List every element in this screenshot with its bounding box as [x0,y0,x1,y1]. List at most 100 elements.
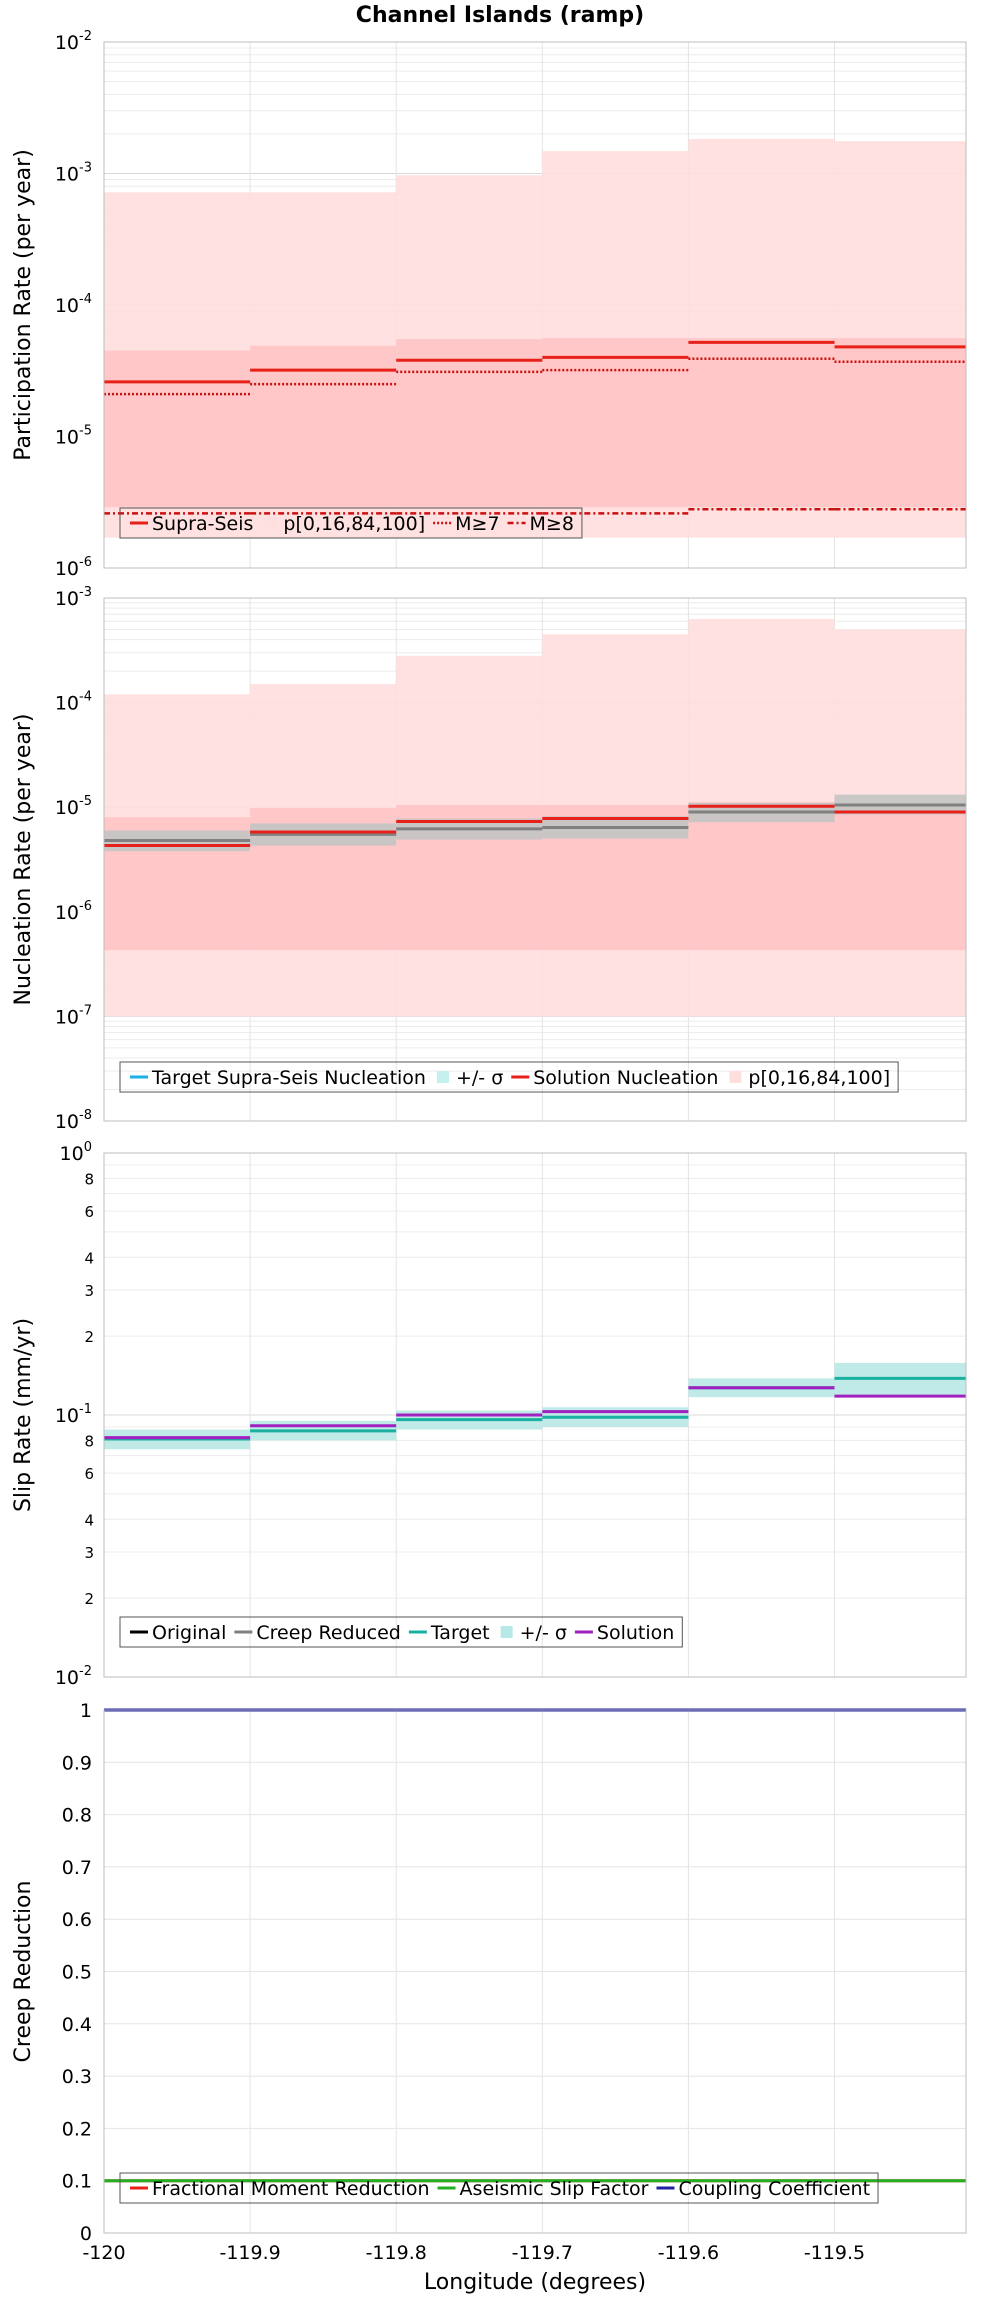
legend-swatch [500,1626,513,1638]
y-tick-label: 0.3 [62,2066,92,2088]
legend: Supra-Seis p[0,16,84,100] M≥7 M≥8 [119,507,583,539]
y-minor-tick-label: 2 [84,1328,94,1346]
series-m-7 [104,357,966,396]
y-axis-label: Slip Rate (mm/yr) [11,1318,36,1512]
grid [103,1709,966,2234]
series-solution-nucleation [104,804,966,848]
legend-swatch [436,1071,449,1083]
legend-label: Creep Reduced [256,1622,400,1644]
x-axis-label: Longitude (degrees) [424,2270,646,2295]
legend-label: Coupling Coefficient [678,2178,870,2200]
legend-box [119,2172,879,2204]
y-minor-tick-label: 8 [84,1432,94,1450]
series-target-supra-seis-nucleation [104,803,966,843]
y-tick-label: 10-8 [55,1108,92,1133]
x-tick-labels: -120 -119.9 -119.8 -119.7 -119.6 -119.5 [82,2242,865,2264]
legend-label: M≥8 [530,513,574,535]
y-tick-labels: 0 0.1 0.2 0.3 0.4 0.5 0.6 0.7 0.8 0.9 1 [62,1700,92,2245]
x-tick-label: -119.8 [366,2242,427,2264]
band-segment [250,345,397,508]
y-tick-label: 0 [80,2223,92,2245]
panel-4: 0 0.1 0.2 0.3 0.4 0.5 0.6 0.7 0.8 0.9 1 Creep Reduc… [11,1700,967,2245]
y-tick-label: 10-3 [55,585,92,610]
plot-frame [103,1709,967,2234]
legend-label: Target [430,1622,490,1644]
x-tick-label: -119.5 [804,2242,865,2264]
legend-label: +/- σ [520,1622,567,1644]
y-tick-label: 0.1 [62,2171,92,2193]
legend-label: Fractional Moment Reduction [152,2178,430,2200]
y-minor-tick-label: 6 [84,1203,94,1221]
y-tick-label: 0.2 [62,2118,92,2140]
y-axis-label: Participation Rate (per year) [11,149,36,461]
y-axis-label: Nucleation Rate (per year) [11,714,36,1006]
legend-label: Aseismic Slip Factor [460,2178,649,2200]
y-tick-labels: 10-8 10-7 10-6 10-5 10-4 10-3 [55,585,92,1133]
legend-label: Solution Nucleation [533,1067,718,1089]
y-tick-label: 10-7 [55,1003,92,1028]
y-tick-label: 1 [80,1700,92,1722]
y-tick-label: 100 [60,1140,92,1165]
legend: Fractional Moment Reduction Aseismic Slip… [119,2172,879,2204]
legend-box [119,1061,899,1093]
legend-label: Original [152,1622,226,1644]
legend-label: Supra-Seis [152,513,253,535]
y-tick-label: 10-6 [55,555,92,580]
plot-frame [103,1152,967,1678]
band-segment [542,338,689,508]
legend-box [119,507,583,539]
y-tick-label: 10-4 [55,690,92,715]
legend-label: p[0,16,84,100] [283,513,425,535]
y-tick-label: 0.9 [62,1752,92,1774]
y-tick-label: 0.5 [62,1962,92,1984]
band-segment [688,802,835,951]
y-minor-tick-label: 4 [84,1249,94,1267]
y-tick-label: 0.7 [62,1857,92,1879]
y-tick-label: 10-4 [55,292,92,317]
band [104,338,966,508]
x-tick-label: -119.7 [512,2242,573,2264]
series-supra-seis [104,340,966,384]
band-segment [688,338,835,508]
y-tick-label: 0.6 [62,1909,92,1931]
legend: Original Creep Reduced Target +/- σ Solution [119,1616,683,1648]
legend-label: M≥7 [455,513,499,535]
y-minor-tick-label: 4 [84,1511,94,1529]
y-minor-tick-label: 2 [84,1590,94,1608]
legend: Target Supra-Seis Nucleation +/- σ Solutio… [119,1061,899,1093]
legend-label: Target Supra-Seis Nucleation [151,1067,426,1089]
x-tick-label: -119.6 [658,2242,719,2264]
panel-2: 10-8 10-7 10-6 10-5 10-4 10-3 Nucleation Rate … [11,585,967,1133]
y-tick-label: 10-1 [55,1402,92,1427]
series-solution [104,1386,966,1440]
y-tick-label: 10-6 [55,899,92,924]
legend-swatch [264,517,277,529]
y-minor-tick-label: 3 [84,1282,94,1300]
legend-label: Solution [597,1622,674,1644]
legend-label: +/- σ [456,1067,503,1089]
chart-title: Channel Islands (ramp) [356,3,644,28]
panel-1: 10-6 10-5 10-4 10-3 10-2 Participation Rate (… [11,29,967,580]
y-minor-tick-label: 3 [84,1544,94,1562]
panel-3: 10-2 10-1 100 2 3 4 6 8 2 3 4 6 8 Slip Rate (mm/yr) Or… [11,1140,967,1689]
y-minor-tick-label: 6 [84,1465,94,1483]
y-tick-label: 0.4 [62,2014,92,2036]
y-tick-labels: 10-2 10-1 100 2 3 4 6 8 2 3 4 6 8 [55,1140,94,1689]
legend-swatch [729,1071,742,1083]
legend-box [119,1616,683,1648]
band-segment [834,802,966,951]
series-m-8 [104,507,966,515]
y-tick-label: 10-3 [55,161,92,186]
x-tick-label: -120 [82,2242,125,2264]
band-segment [104,350,251,508]
x-tick-label: -119.9 [219,2242,280,2264]
plot-frame [103,597,967,1122]
legend-label: p[0,16,84,100] [748,1067,890,1089]
y-tick-label: 0.8 [62,1805,92,1827]
band-segment [396,339,543,508]
y-tick-label: 10-2 [55,1664,92,1689]
y-minor-tick-label: 8 [84,1170,94,1188]
y-tick-label: 10-5 [55,424,92,449]
y-tick-labels: 10-6 10-5 10-4 10-3 10-2 [55,29,92,580]
